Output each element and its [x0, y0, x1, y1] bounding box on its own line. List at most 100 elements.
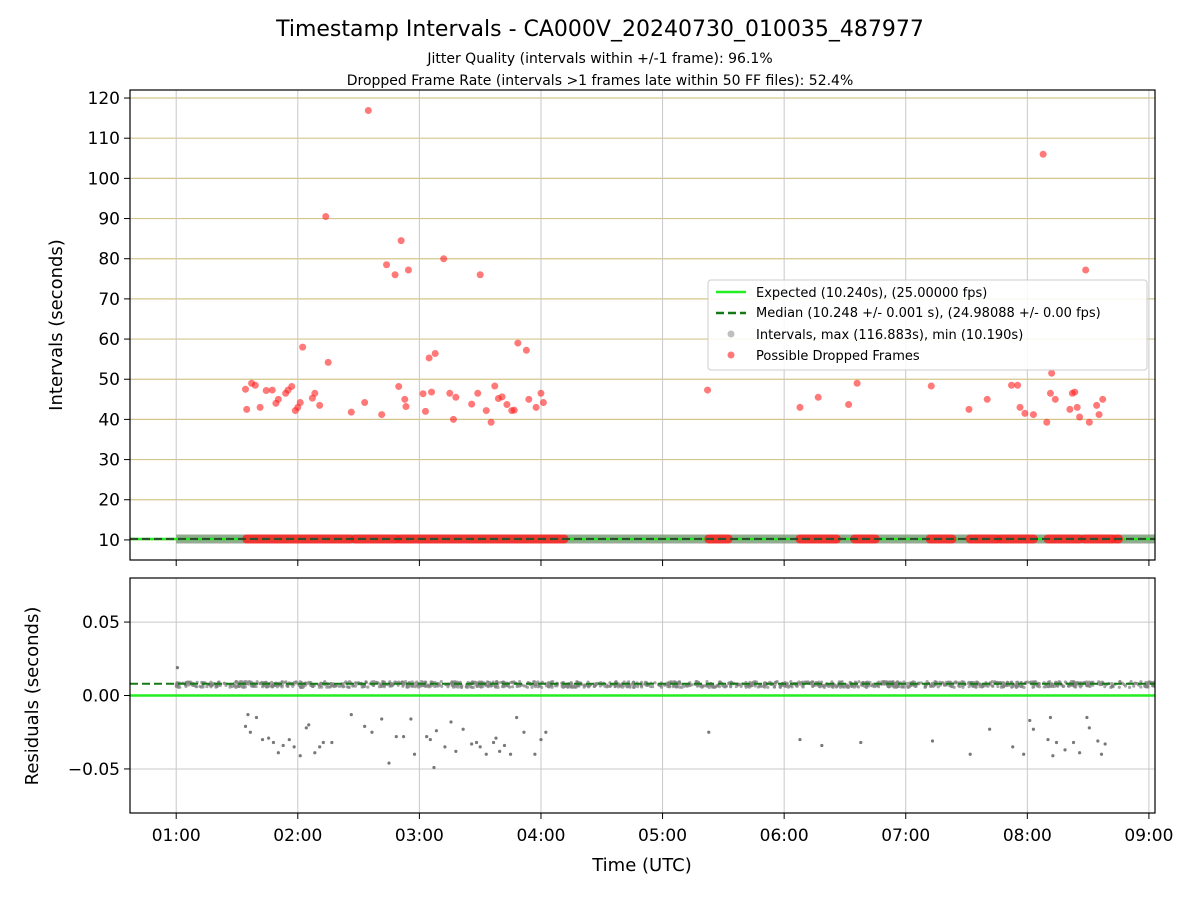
residual-outlier-point [313, 751, 317, 755]
residuals-y-ticks: 0.05 0.00 −0.05 [68, 613, 130, 780]
residual-outlier-point [478, 745, 482, 749]
intervals-y-tick-label: 90 [98, 210, 120, 230]
residual-outlier-point [820, 743, 824, 748]
residual-outlier-point [494, 736, 498, 740]
residual-band-point [1031, 685, 1035, 689]
dropped-frame-point [1048, 369, 1056, 377]
residual-band-point [328, 685, 332, 689]
residual-band-point [270, 680, 274, 684]
residual-band-point [473, 680, 477, 685]
residual-band-point [986, 684, 990, 688]
intervals-y-axis-label: Intervals (seconds) [46, 239, 67, 411]
dropped-frame-point [1095, 411, 1103, 419]
dropped-frame-point [1076, 413, 1084, 421]
residual-band-point [728, 684, 733, 688]
residual-band-point [243, 679, 247, 684]
residual-outlier-point [1096, 739, 1100, 743]
intervals-y-tick-label: 80 [98, 250, 120, 270]
residual-band-point [640, 685, 644, 689]
intervals-y-tick-label: 70 [98, 290, 120, 310]
residual-band-point [366, 685, 370, 689]
residuals-y-tick-label: −0.05 [68, 760, 120, 780]
dropped-frame-point [468, 400, 476, 408]
residual-band-point [294, 680, 298, 684]
dropped-frame-point [1016, 403, 1024, 411]
residual-band-point [701, 684, 705, 688]
residual-band-point [533, 680, 537, 684]
residual-band-point [1097, 680, 1101, 684]
residual-band-point [956, 683, 961, 688]
residual-band-point [510, 685, 515, 689]
dropped-frame-point [322, 213, 330, 221]
residual-outlier-point [307, 723, 311, 727]
residual-band-point [565, 685, 570, 689]
intervals-y-tick-label: 10 [98, 531, 120, 551]
residual-band-point [555, 684, 559, 688]
residual-band-point [800, 684, 805, 688]
residual-band-point [1051, 684, 1055, 688]
dropped-frame-point [251, 381, 259, 389]
residual-band-point [1078, 685, 1083, 689]
intervals-data [130, 106, 1155, 544]
residual-band-point [440, 684, 444, 688]
dropped-frame-point [1073, 403, 1081, 411]
dropped-frame-point [288, 382, 296, 390]
residual-band-point [822, 685, 827, 690]
dropped-frame-point [482, 407, 490, 415]
x-tick-label: 06:00 [760, 826, 809, 846]
residual-outlier-point [707, 730, 711, 734]
residual-outlier-point [330, 740, 334, 745]
residuals-y-tick-label: 0.05 [82, 613, 120, 633]
intervals-y-ticks: 10 20 30 40 50 60 70 80 90 100 110 120 [88, 89, 130, 551]
intervals-y-tick-label: 40 [98, 410, 120, 430]
residual-band-point [401, 683, 405, 687]
residual-outlier-point [370, 730, 374, 734]
residual-band-point [471, 685, 475, 689]
residual-band-point [255, 680, 259, 684]
dropped-frame-point [704, 386, 712, 394]
residual-outlier-point [443, 745, 447, 749]
residual-outlier-point [248, 730, 252, 734]
residual-outlier-point [1048, 715, 1053, 720]
residual-band-point [674, 685, 678, 689]
dropped-frame-point [522, 346, 530, 354]
residual-outlier-point [394, 735, 398, 739]
residual-band-point [1132, 684, 1136, 688]
legend: Expected (10.240s), (25.00000 fps) Media… [707, 279, 1148, 371]
residual-band-point [379, 684, 384, 689]
residual-band-point [176, 685, 180, 689]
residual-band-point [479, 685, 483, 689]
residual-band-point [627, 680, 631, 684]
intervals-y-tick-label: 50 [98, 370, 120, 390]
residual-band-point [798, 681, 802, 685]
dropped-frame-point [487, 418, 495, 426]
residual-outlier-point [409, 717, 413, 721]
residual-band-point [233, 684, 237, 688]
residuals-data [130, 665, 1155, 770]
residual-band-point [810, 680, 815, 684]
dropped-frame-point [316, 401, 324, 409]
residual-outlier-point [1028, 718, 1032, 723]
residual-outlier-point [1022, 752, 1026, 756]
residual-band-point [1127, 685, 1132, 689]
residual-band-point [993, 680, 997, 684]
residual-outlier-point [1054, 740, 1059, 745]
dropped-frame-point [514, 339, 522, 347]
residual-band-point [418, 684, 422, 688]
residual-band-point [284, 680, 288, 684]
residual-band-point [990, 684, 994, 688]
dropped-frame-point [361, 399, 369, 407]
residual-band-point [233, 681, 237, 685]
residual-band-point [936, 685, 940, 689]
residual-band-point [774, 680, 778, 684]
residual-band-point [524, 684, 528, 688]
residual-band-point [678, 685, 682, 689]
residual-outlier-point [304, 726, 308, 730]
residual-band-point [950, 685, 954, 689]
residual-band-point [1010, 685, 1014, 689]
residual-band-point [530, 685, 534, 689]
dropped-frame-point [532, 403, 540, 411]
residual-outlier-point [1011, 745, 1015, 749]
dropped-frame-point [440, 255, 448, 263]
